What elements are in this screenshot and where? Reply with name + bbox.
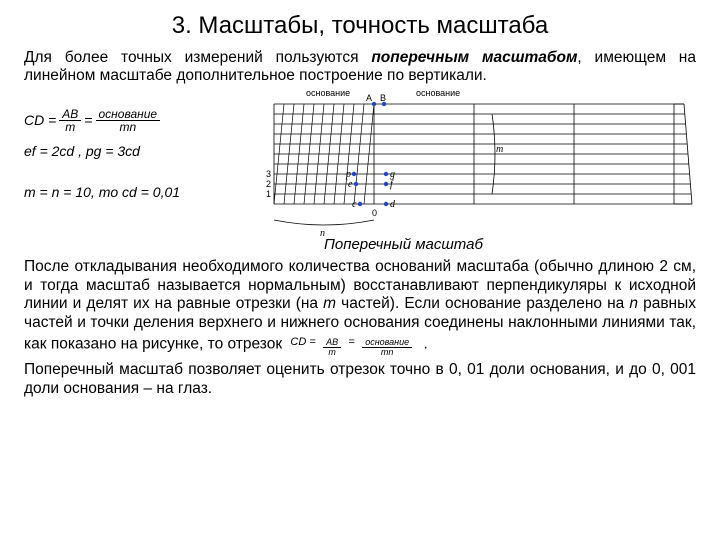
svg-text:2: 2 bbox=[266, 179, 271, 189]
figure-area: CD = ABm = основаниеmn ef = 2cd , pg = 3… bbox=[24, 84, 696, 254]
eq1: = bbox=[84, 112, 92, 129]
frac-osn-mn: основаниеmn bbox=[96, 108, 161, 133]
formula-block: CD = ABm = основаниеmn ef = 2cd , pg = 3… bbox=[24, 108, 180, 211]
p2-n: n bbox=[629, 295, 638, 312]
body-paragraph: После откладывания необходимого количест… bbox=[24, 258, 696, 357]
formula-ef: ef = 2cd , pg = 3cd bbox=[24, 143, 180, 160]
ieq: = bbox=[348, 336, 354, 348]
lbl-m: m bbox=[496, 144, 503, 155]
formula-cd: CD = ABm = основаниеmn bbox=[24, 108, 180, 133]
p2-tail: . bbox=[423, 336, 427, 353]
lbl-osn1: основание bbox=[306, 88, 350, 98]
figure-caption: Поперечный масштаб bbox=[324, 236, 483, 254]
lbl-B: B bbox=[380, 93, 386, 103]
cd-lhs: CD = bbox=[24, 112, 56, 129]
svg-text:d: d bbox=[390, 199, 396, 210]
imn: mn bbox=[378, 348, 397, 357]
p1-a: Для более точных измерений пользуются bbox=[24, 49, 371, 66]
frac-ab-m: ABm bbox=[59, 108, 81, 133]
svg-text:c: c bbox=[352, 199, 357, 210]
closing-paragraph: Поперечный масштаб позволяет оценить отр… bbox=[24, 361, 696, 398]
den-mn: mn bbox=[116, 121, 139, 133]
im: m bbox=[325, 348, 339, 357]
lbl-A: A bbox=[366, 93, 372, 103]
svg-text:1: 1 bbox=[266, 189, 271, 199]
ifrac2: основаниеmn bbox=[362, 338, 412, 357]
p1-term: поперечным масштабом bbox=[371, 49, 577, 66]
den-m: m bbox=[62, 121, 78, 133]
lbl-osn2: основание bbox=[416, 88, 460, 98]
page-title: 3. Масштабы, точность масштаба bbox=[24, 12, 696, 41]
inline-formula: CD = ABm = основаниеmn bbox=[290, 332, 415, 357]
svg-text:3: 3 bbox=[266, 169, 271, 179]
icd: CD = bbox=[290, 336, 315, 348]
p2-m: m bbox=[323, 295, 336, 312]
svg-text:f: f bbox=[390, 179, 394, 190]
ifrac1: ABm bbox=[323, 338, 341, 357]
formula-m-n: m = n = 10, mo cd = 0,01 bbox=[24, 184, 180, 201]
intro-paragraph: Для более точных измерений пользуются по… bbox=[24, 49, 696, 86]
svg-text:e: e bbox=[348, 179, 353, 190]
lbl-zero: 0 bbox=[372, 208, 377, 218]
p2-b: частей). Если основание разделено на bbox=[336, 295, 629, 312]
transverse-scale-diagram: основание основание A B m 321 pgefcd 0 n bbox=[234, 84, 694, 254]
